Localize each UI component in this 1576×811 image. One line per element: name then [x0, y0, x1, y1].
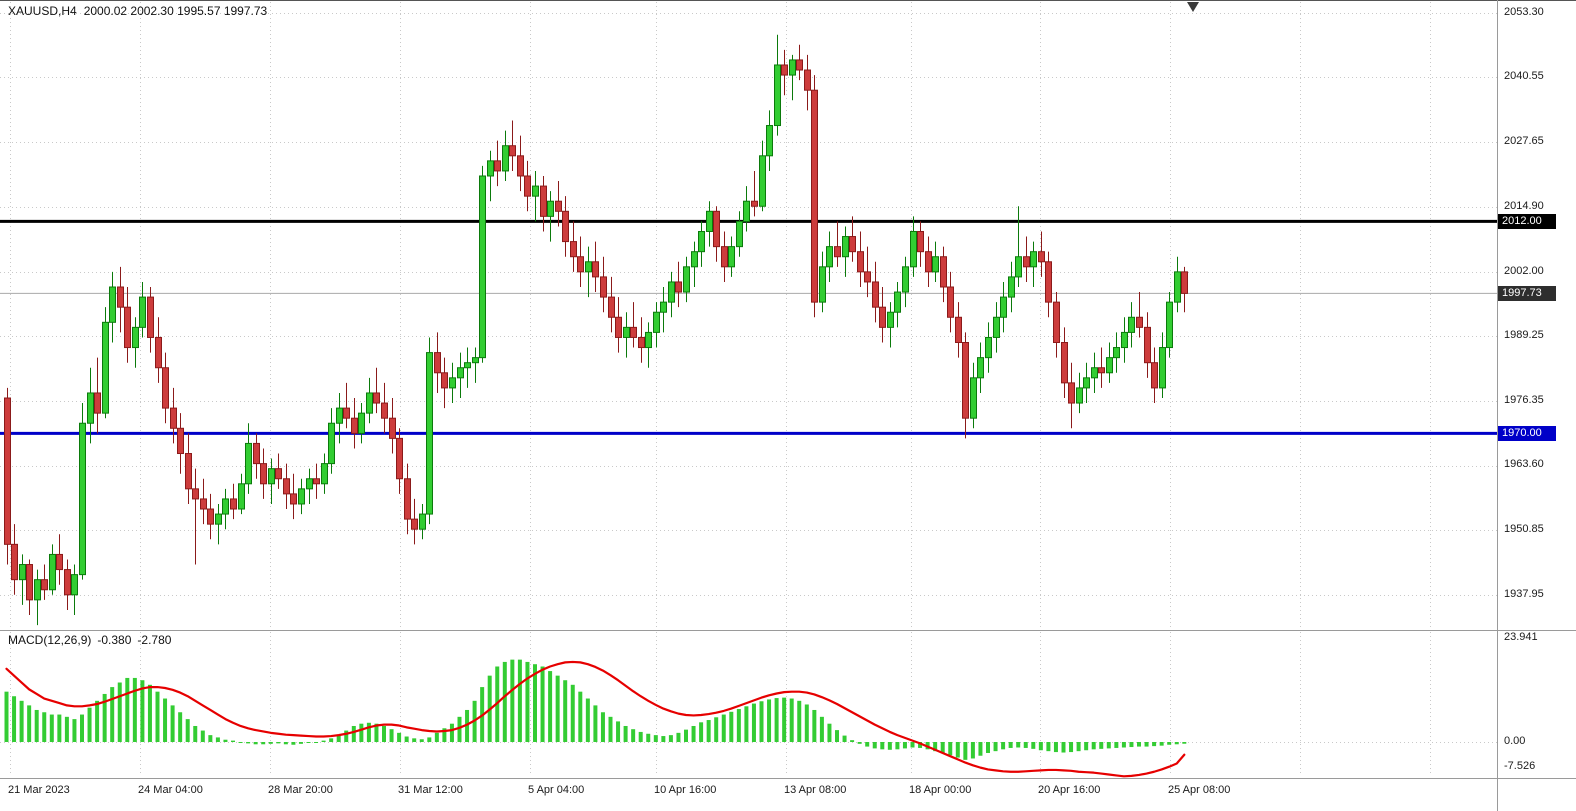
symbol-timeframe-label: XAUUSD,H4	[8, 4, 77, 18]
time-axis-label: 31 Mar 12:00	[398, 784, 463, 796]
macd-main-value: -0.380	[97, 633, 132, 647]
time-axis-label: 20 Apr 16:00	[1038, 784, 1101, 796]
price-tag-support: 1970.00	[1498, 426, 1556, 441]
macd-signal-value: -2.780	[137, 633, 172, 647]
price-axis-label: 2040.55	[1504, 70, 1544, 82]
time-axis-label: 24 Mar 04:00	[138, 784, 203, 796]
price-axis-label: 2027.65	[1504, 135, 1544, 147]
price-axis[interactable]: 2053.30 2040.55 2027.65 2014.90 2002.00 …	[1498, 0, 1576, 811]
price-axis-label: 2002.00	[1504, 265, 1544, 277]
macd-axis-label: 23.941	[1504, 631, 1538, 643]
chart-shift-marker-icon[interactable]	[1187, 2, 1199, 12]
time-axis-label: 10 Apr 16:00	[654, 784, 717, 796]
price-tag-current: 1997.73	[1498, 286, 1556, 301]
price-axis-label: 1976.35	[1504, 394, 1544, 406]
time-axis-label: 18 Apr 00:00	[909, 784, 972, 796]
time-axis-label: 5 Apr 04:00	[528, 784, 585, 796]
macd-axis-label: -7.526	[1504, 760, 1536, 772]
macd-name-label: MACD(12,26,9)	[8, 633, 92, 647]
time-axis-label: 13 Apr 08:00	[784, 784, 847, 796]
time-axis-label: 21 Mar 2023	[8, 784, 70, 796]
price-tag-resistance: 2012.00	[1498, 214, 1556, 229]
price-axis-label: 1989.25	[1504, 329, 1544, 341]
price-axis-label: 1950.85	[1504, 523, 1544, 535]
price-axis-label: 2053.30	[1504, 6, 1544, 18]
ohlc-values-label: 2000.02 2002.30 1995.57 1997.73	[83, 4, 268, 18]
time-axis-label: 28 Mar 20:00	[268, 784, 333, 796]
price-axis-label: 1963.60	[1504, 458, 1544, 470]
macd-signal-line	[5, 660, 1186, 778]
macd-axis-label: 0.00	[1504, 735, 1526, 747]
time-axis-label: 25 Apr 08:00	[1168, 784, 1231, 796]
price-axis-label: 1937.95	[1504, 588, 1544, 600]
chart-symbol-header: XAUUSD,H4 2000.02 2002.30 1995.57 1997.73	[8, 4, 274, 18]
macd-indicator-header: MACD(12,26,9) -0.380 -2.780	[8, 633, 177, 647]
price-axis-label: 2014.90	[1504, 200, 1544, 212]
time-axis[interactable]: 21 Mar 2023 24 Mar 04:00 28 Mar 20:00 31…	[0, 780, 1497, 810]
